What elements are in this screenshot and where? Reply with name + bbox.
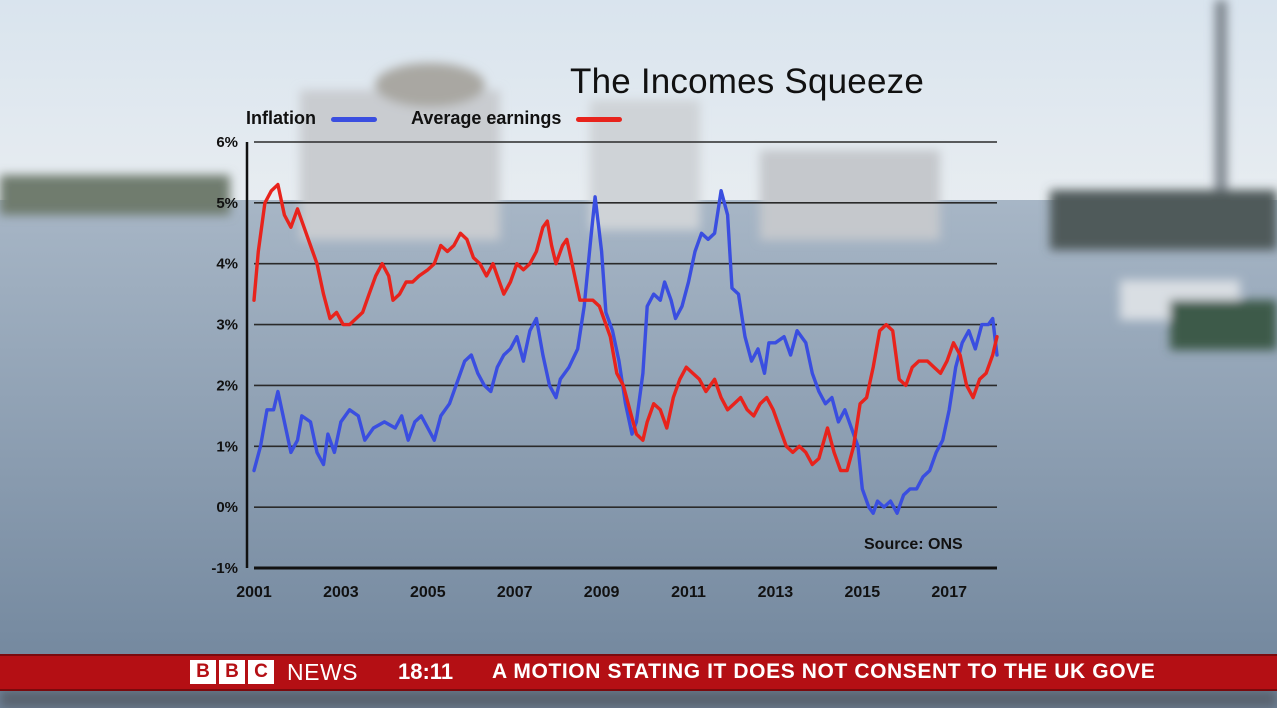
y-tick-label: -1% — [211, 560, 238, 577]
y-tick-label: 3% — [216, 317, 238, 334]
legend-inflation: Inflation — [246, 108, 378, 129]
x-tick-label: 2009 — [584, 584, 620, 601]
y-axis-ticks: 6% 5% 4% 3% 2% 1% 0% -1% — [211, 134, 238, 577]
x-tick-label: 2015 — [845, 584, 881, 601]
series-lines — [252, 182, 999, 515]
x-tick-label: 2017 — [931, 584, 967, 601]
legend-label-inflation: Inflation — [246, 108, 316, 128]
x-tick-label: 2001 — [236, 584, 272, 601]
bbc-logo-letter: B — [190, 660, 216, 684]
ticker-headline: A MOTION STATING IT DOES NOT CONSENT TO … — [492, 660, 1156, 683]
series-line-average-earnings — [252, 182, 999, 473]
series-line-inflation — [252, 188, 999, 515]
x-tick-label: 2007 — [497, 584, 533, 601]
y-tick-label: 6% — [216, 134, 238, 151]
source-note: Source: ONS — [864, 536, 963, 553]
legend-average-earnings: Average earnings — [411, 108, 623, 129]
news-label: NEWS — [287, 659, 358, 685]
legend-swatch-inflation — [331, 116, 378, 122]
x-tick-label: 2011 — [671, 584, 706, 601]
y-tick-label: 2% — [216, 377, 238, 394]
x-axis-ticks: 2001 2003 2005 2007 2009 2011 2013 2015 2017 — [236, 584, 967, 601]
legend-label-average-earnings: Average earnings — [411, 108, 562, 128]
y-tick-label: 0% — [216, 499, 238, 516]
bbc-logo-letter: C — [248, 660, 274, 684]
y-tick-label: 1% — [216, 438, 238, 455]
ticker-time: 18:11 — [398, 659, 454, 684]
bbc-logo-letter: B — [219, 660, 245, 684]
chart-title: The Incomes Squeeze — [570, 62, 925, 101]
x-tick-label: 2005 — [410, 584, 446, 601]
news-ticker: B B C NEWS 18:11 A MOTION STATING IT DOE… — [0, 654, 1277, 691]
gridlines — [245, 141, 997, 570]
legend-swatch-average-earnings — [576, 116, 623, 122]
x-tick-label: 2013 — [758, 584, 794, 601]
x-tick-label: 2003 — [323, 584, 359, 601]
y-tick-label: 4% — [216, 256, 238, 273]
y-tick-label: 5% — [216, 195, 238, 212]
bbc-logo: B B C — [190, 660, 274, 684]
